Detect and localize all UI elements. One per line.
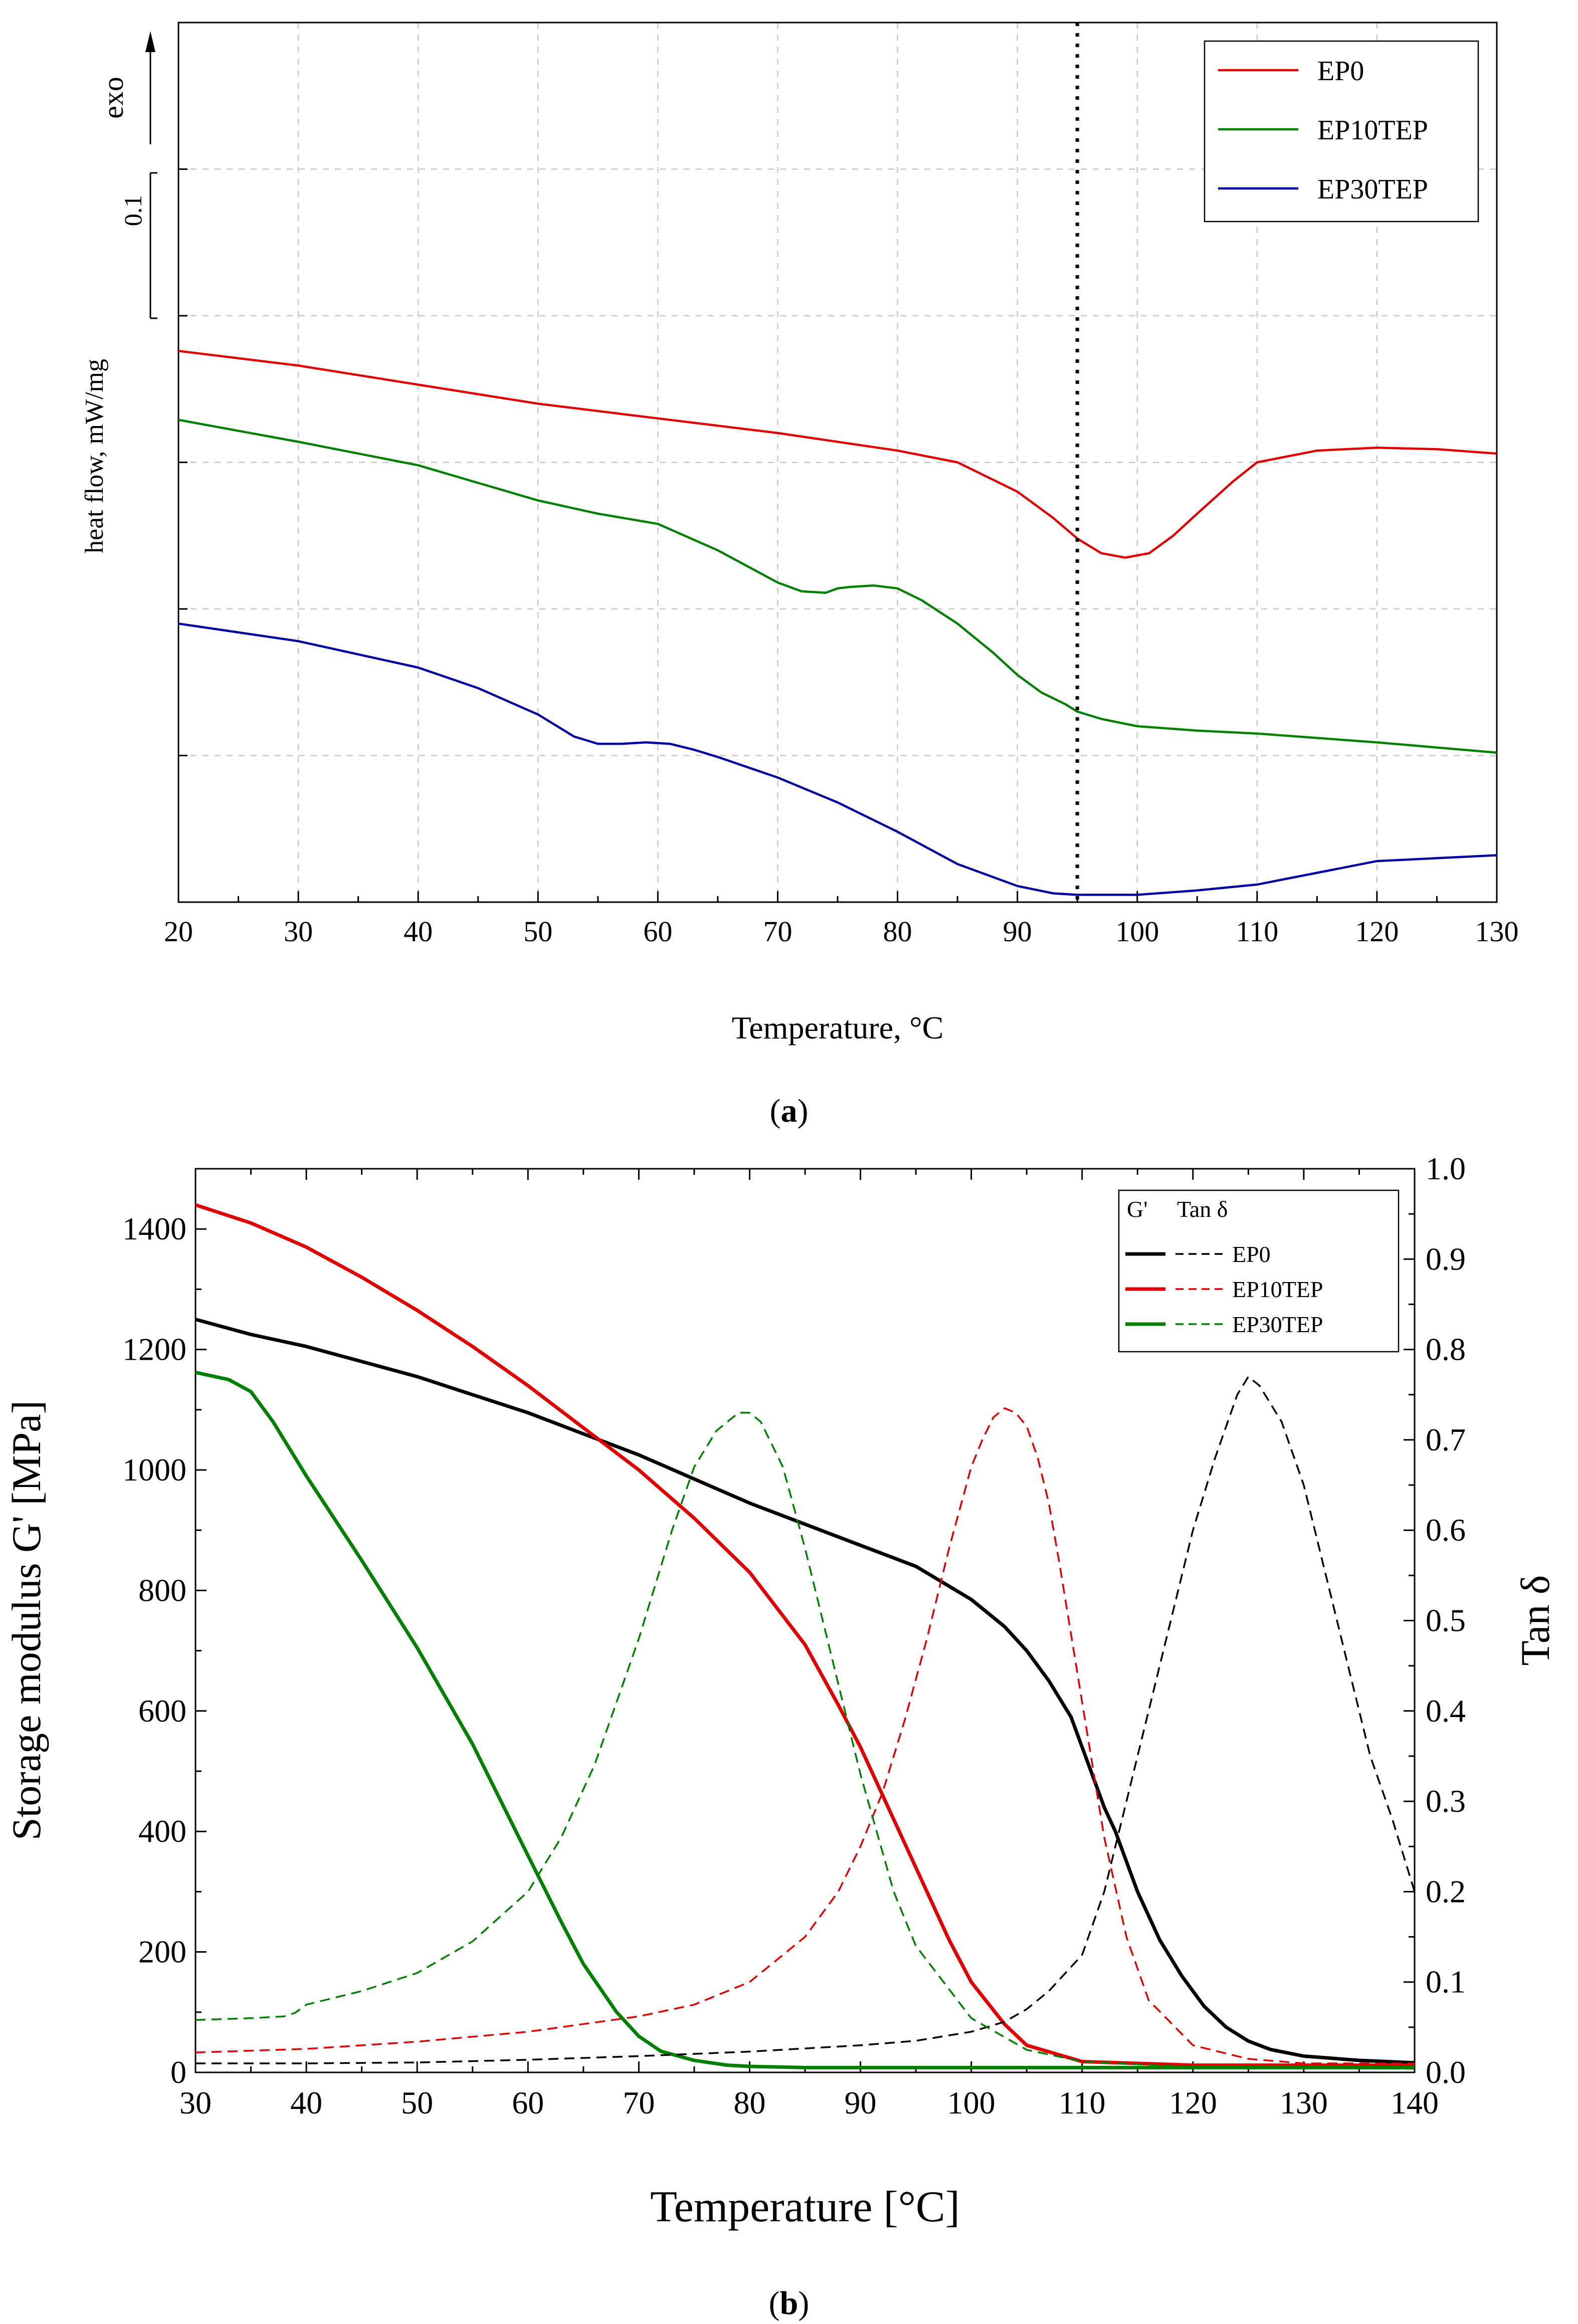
panel-b-y-tick-label-4: 800: [138, 1572, 186, 1608]
panel-b-x-tick-label-10: 130: [1280, 2085, 1328, 2121]
panel-b-legend-label-ep10tep: EP10TEP: [1232, 1277, 1323, 1302]
panel-a-x-tick-label-11: 130: [1475, 915, 1519, 948]
panel-b-x-axis-label: Temperature [°C]: [650, 2183, 960, 2231]
panel-a-x-tick-label-5: 70: [763, 915, 792, 948]
panel-b-series-ep10tep-tan-delta: [195, 1407, 1415, 2064]
exo-arrow-icon: [145, 31, 155, 52]
panel-a-series-ep10tep: [178, 418, 1497, 754]
panel-b-series: [195, 1203, 1415, 2070]
panel-b-legend-header-tan-delta: Tan δ: [1177, 1196, 1228, 1222]
panel-b-y-tick-label-7: 1400: [122, 1211, 186, 1246]
panel-b-x-tick-label-2: 50: [401, 2085, 433, 2121]
panel-b-x-tick-label-11: 140: [1391, 2085, 1439, 2121]
panel-a-x-tick-label-8: 100: [1115, 915, 1159, 948]
panel-a-x-tick-label-10: 120: [1355, 915, 1399, 948]
panel-b-y-tick-label-2: 400: [138, 1813, 186, 1849]
panel-b-series-ep10tep-storage-modulus: [195, 1203, 1415, 2067]
panel-a-series-ep0: [178, 349, 1497, 559]
panel-a-x-tick-label-0: 20: [164, 915, 193, 948]
panel-b-chart: 30 40 50 60 70 80 90 100 110 120 130 140 0 200 400 600…: [4, 1151, 1558, 2321]
panel-b-x-tick-label-4: 70: [623, 2085, 655, 2121]
panel-b-y2-tick-label-2: 0.2: [1426, 1873, 1466, 1909]
panel-a-series-ep30tep: [178, 622, 1497, 896]
panel-b-legend-label-ep30tep: EP30TEP: [1232, 1312, 1323, 1337]
panel-a-label: (a): [770, 1093, 809, 1129]
panel-a-legend-label-ep0: EP0: [1317, 56, 1364, 87]
panel-b-x-tick-label-3: 60: [512, 2085, 544, 2121]
panel-b-x-tick-label-9: 120: [1169, 2085, 1217, 2121]
panel-b-y2-tick-label-10: 1.0: [1426, 1151, 1466, 1186]
panel-a-chart: 20 30 40 50 60 70 80 90 100 110 120 130 0.1 exo hea…: [80, 22, 1519, 1129]
panel-b-series-ep0-storage-modulus: [195, 1318, 1415, 2065]
panel-b-label: (b): [769, 2285, 810, 2321]
panel-a-x-tick-label-1: 30: [284, 915, 313, 948]
panel-b-y2-tick-label-1: 0.1: [1426, 1964, 1466, 2000]
panel-b-x-tick-label-7: 100: [947, 2085, 996, 2121]
panel-b-y2-tick-label-3: 0.3: [1426, 1783, 1466, 1819]
panel-b-y2-ticks: 0.0 0.1 0.2 0.3 0.4 0.5 0.6 0.7 0.8 0.9 1.0: [1404, 1151, 1466, 2090]
panel-a-x-tick-label-3: 50: [523, 915, 552, 948]
panel-b-y-tick-label-3: 600: [138, 1693, 186, 1729]
panel-b-y2-tick-label-8: 0.8: [1426, 1332, 1466, 1367]
panel-b-y-tick-label-0: 0: [170, 2054, 186, 2090]
panel-b-y2-tick-label-9: 0.9: [1426, 1241, 1466, 1277]
panel-b-y2-tick-label-0: 0.0: [1426, 2054, 1466, 2090]
panel-a-x-tick-label-7: 90: [1003, 915, 1032, 948]
panel-b-y2-tick-label-5: 0.5: [1426, 1603, 1466, 1638]
panel-b-x-tick-label-6: 90: [845, 2085, 877, 2121]
panel-b-legend-header-gprime: G': [1127, 1196, 1148, 1222]
panel-b-y2-axis-label: Tan δ: [1512, 1575, 1558, 1666]
panel-a-y-ticks: [178, 22, 187, 903]
panel-b-y-axis-label: Storage modulus G' [MPa]: [4, 1400, 49, 1840]
panel-b-x-tick-label-5: 80: [733, 2085, 765, 2121]
panel-b-y-tick-label-5: 1000: [122, 1452, 186, 1488]
panel-b-x-tick-label-8: 110: [1059, 2085, 1106, 2121]
panel-b-legend-label-ep0: EP0: [1232, 1241, 1271, 1267]
panel-b-y-tick-label-6: 1200: [122, 1332, 186, 1367]
panel-a-y-axis-label: heat flow, mW/mg: [80, 359, 109, 553]
panel-b-x-tick-label-1: 40: [290, 2085, 322, 2121]
panel-b-y-ticks: 0 200 400 600 800 1000 1200 1400: [122, 1168, 207, 2090]
panel-b-y2-tick-label-7: 0.7: [1426, 1422, 1466, 1457]
panel-a-x-tick-label-4: 60: [643, 915, 672, 948]
panel-a-x-ticks: 20 30 40 50 60 70 80 90 100 110 120 130: [164, 891, 1519, 948]
panel-b-y2-tick-label-6: 0.6: [1426, 1512, 1466, 1548]
panel-a-x-axis-label: Temperature, °C: [732, 1010, 944, 1045]
panel-b-y2-tick-label-4: 0.4: [1426, 1693, 1466, 1729]
panel-b-y-tick-label-1: 200: [138, 1934, 186, 1970]
panel-a-legend-label-ep30tep: EP30TEP: [1317, 174, 1428, 205]
panel-b-x-ticks: 30 40 50 60 70 80 90 100 110 120 130 140: [179, 1169, 1439, 2121]
panel-a-series: [178, 349, 1497, 896]
panel-a-legend-label-ep10tep: EP10TEP: [1317, 115, 1428, 146]
panel-a-legend-entries: EP0 EP10TEP EP30TEP: [1218, 56, 1428, 205]
panel-b-x-tick-label-0: 30: [179, 2085, 212, 2121]
panel-b-series-ep30tep-storage-modulus: [195, 1370, 1415, 2069]
panel-a-x-tick-label-6: 80: [883, 915, 912, 948]
panel-b-series-ep30tep-tan-delta: [195, 1412, 1415, 2070]
panel-a-scale-label: 0.1: [119, 195, 147, 227]
panel-b-series-ep0-tan-delta: [195, 1375, 1415, 2064]
panel-a-x-tick-label-2: 40: [404, 915, 433, 948]
panel-a-x-tick-label-9: 110: [1236, 915, 1278, 948]
panel-a-exo-label: exo: [97, 77, 129, 119]
